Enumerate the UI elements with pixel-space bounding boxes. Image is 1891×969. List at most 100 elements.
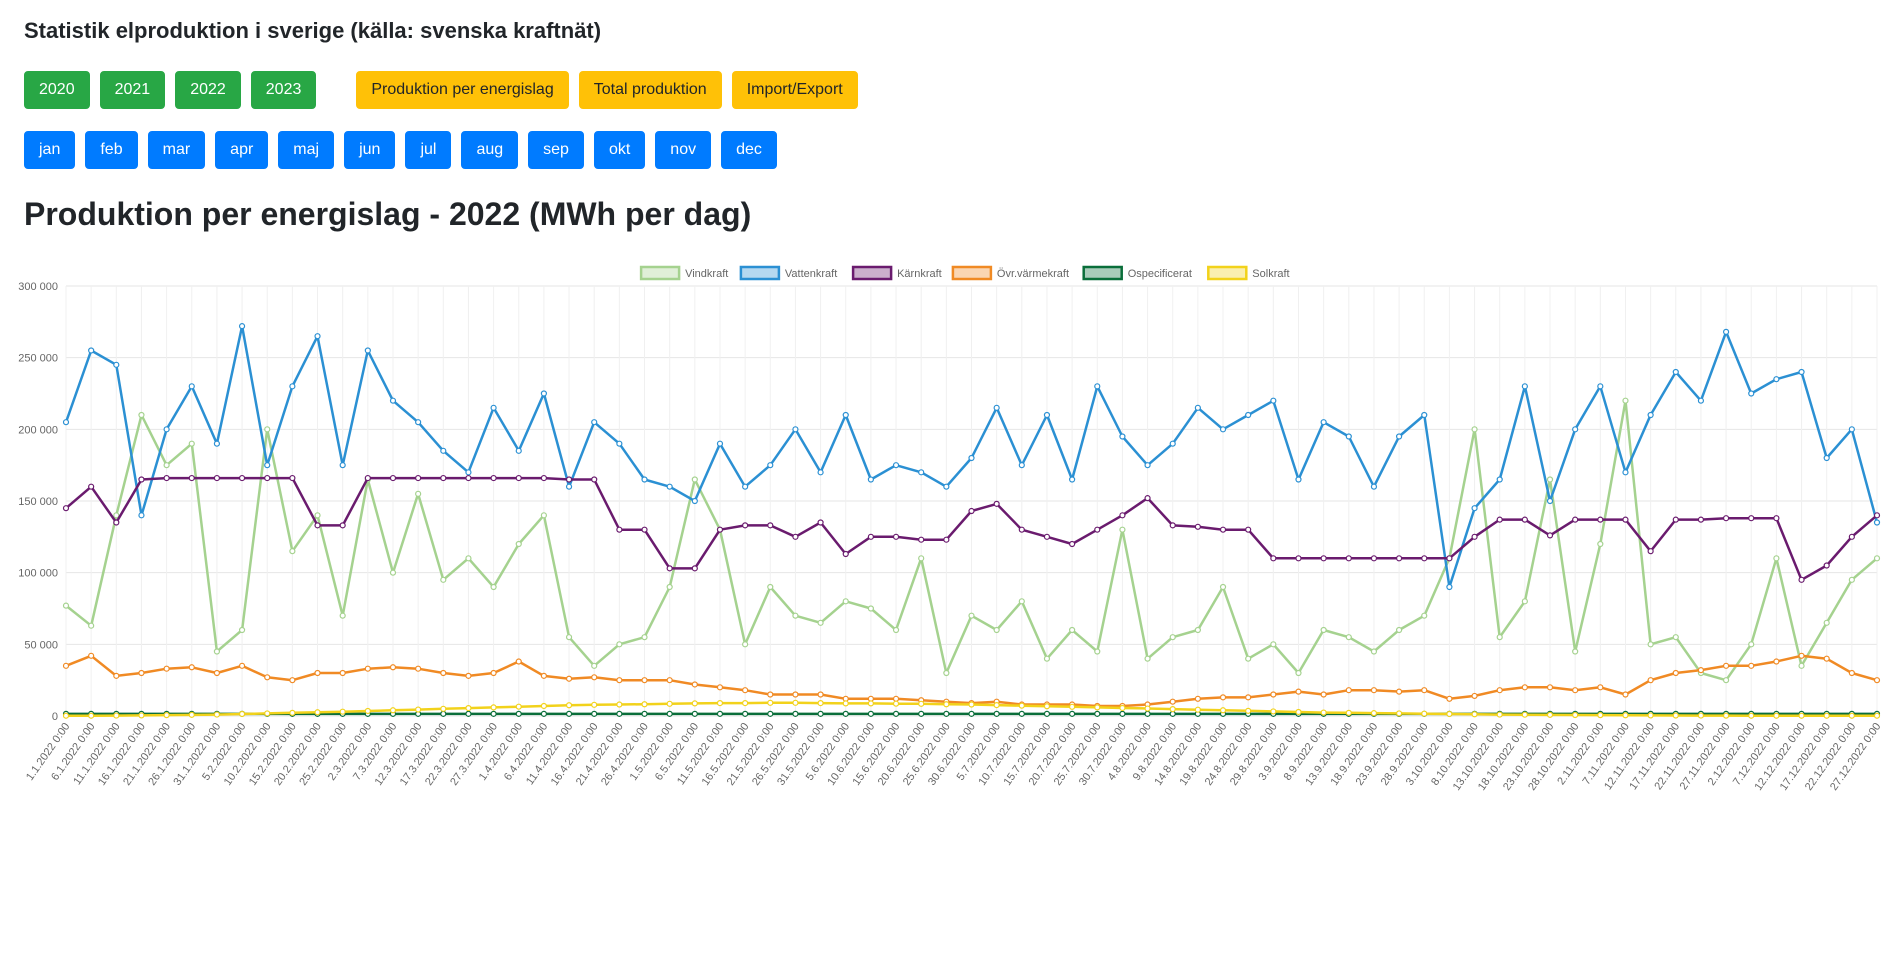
data-point	[163, 462, 170, 469]
data-point	[641, 476, 648, 483]
data-point	[113, 361, 120, 368]
data-point	[515, 703, 522, 710]
data-point	[1018, 598, 1025, 605]
month-button-nov[interactable]: nov	[655, 131, 712, 169]
year-button-2022[interactable]: 2022	[175, 71, 241, 109]
data-point	[1295, 708, 1302, 716]
data-point	[817, 519, 824, 526]
data-point	[1370, 555, 1378, 562]
data-point	[138, 476, 145, 483]
data-point	[1672, 368, 1679, 376]
data-point	[163, 665, 170, 672]
data-point	[490, 704, 497, 711]
data-point	[88, 652, 95, 659]
data-point	[1471, 505, 1478, 512]
data-point	[1848, 576, 1855, 583]
data-point	[1370, 687, 1378, 694]
data-point	[339, 669, 346, 677]
view-button-per-energy-type[interactable]: Produktion per energislag	[356, 71, 569, 109]
data-point	[1320, 555, 1327, 562]
data-point	[1798, 662, 1805, 669]
data-point	[1597, 712, 1604, 719]
month-button-feb[interactable]: feb	[85, 131, 138, 169]
month-button-apr[interactable]: apr	[215, 131, 269, 169]
data-point	[1647, 641, 1654, 648]
y-tick-label: 250 000	[18, 353, 58, 365]
data-point	[1647, 411, 1654, 419]
month-button-jul[interactable]: jul	[405, 131, 452, 169]
data-point	[264, 426, 271, 433]
view-button-total-production[interactable]: Total produktion	[578, 71, 722, 109]
data-point	[1496, 634, 1503, 641]
data-point	[1873, 512, 1881, 519]
year-button-2020[interactable]: 2020	[24, 71, 90, 109]
y-tick-label: 0	[52, 711, 58, 723]
data-point	[1521, 711, 1528, 718]
data-point	[742, 522, 749, 529]
year-button-2021[interactable]: 2021	[99, 71, 166, 109]
data-point	[666, 565, 673, 572]
data-point	[1773, 376, 1780, 383]
data-point	[289, 677, 296, 684]
data-point	[716, 684, 724, 691]
data-point	[943, 536, 950, 543]
month-button-jan[interactable]: jan	[24, 131, 76, 169]
data-point	[742, 687, 749, 694]
year-button-2023[interactable]: 2023	[250, 71, 317, 109]
data-point	[515, 710, 522, 717]
data-point	[515, 474, 522, 482]
data-point	[1597, 540, 1604, 548]
month-button-okt[interactable]: okt	[593, 131, 646, 169]
data-point	[666, 710, 673, 717]
legend-swatch	[1207, 265, 1248, 281]
data-point	[1748, 641, 1755, 648]
data-point	[716, 526, 724, 533]
data-point	[1421, 411, 1428, 419]
month-button-jun[interactable]: jun	[344, 131, 396, 169]
data-point	[440, 576, 447, 583]
data-point	[867, 605, 874, 612]
data-point	[1069, 540, 1076, 548]
data-point	[1471, 533, 1478, 540]
legend-label: Vattenkraft	[785, 268, 837, 280]
data-point	[1572, 516, 1579, 523]
view-button-import-export[interactable]: Import/Export	[731, 71, 858, 109]
data-point	[993, 702, 1000, 709]
data-point	[213, 474, 221, 482]
month-button-aug[interactable]: aug	[461, 131, 519, 169]
month-button-dec[interactable]: dec	[721, 131, 777, 169]
data-point	[238, 662, 246, 669]
month-button-sep[interactable]: sep	[528, 131, 584, 169]
data-point	[1546, 476, 1554, 483]
data-point	[88, 347, 95, 354]
data-point	[1043, 703, 1051, 710]
data-point	[1144, 462, 1151, 469]
data-point	[767, 462, 774, 469]
data-point	[616, 677, 623, 684]
y-tick-label: 50 000	[24, 639, 58, 651]
data-point	[1069, 626, 1076, 634]
data-point	[289, 383, 296, 390]
month-button-maj[interactable]: maj	[278, 131, 335, 169]
data-point	[238, 710, 246, 718]
data-point	[792, 699, 799, 706]
data-point	[1622, 691, 1629, 698]
legend-swatch	[1082, 265, 1123, 281]
data-point	[1370, 483, 1378, 490]
data-point	[1370, 648, 1378, 655]
data-point	[1546, 684, 1554, 691]
data-point	[1622, 516, 1629, 523]
month-button-mar[interactable]: mar	[147, 131, 206, 169]
data-point	[565, 675, 573, 682]
data-point	[1823, 562, 1830, 569]
data-point	[88, 622, 95, 629]
data-point	[943, 710, 950, 717]
data-point	[716, 700, 724, 707]
data-point	[415, 706, 422, 713]
data-point	[1471, 426, 1478, 433]
data-point	[314, 709, 321, 716]
data-point	[1597, 516, 1604, 523]
data-point	[691, 497, 698, 505]
data-point	[113, 519, 120, 526]
data-point	[1773, 515, 1780, 522]
